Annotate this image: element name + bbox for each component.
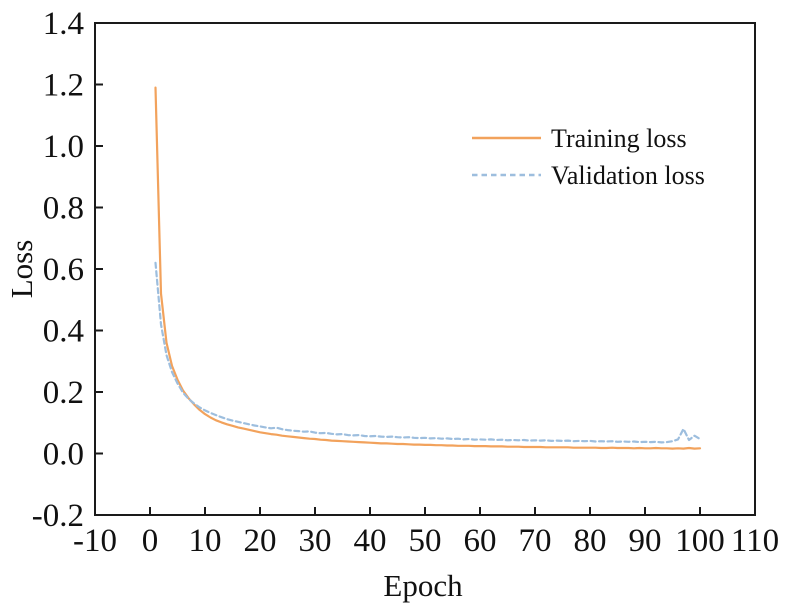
series-line-validation-loss	[154, 261, 702, 444]
legend-item-validation-loss: Validation loss	[472, 161, 705, 190]
x-tick-label: 30	[299, 523, 332, 559]
y-tick-label: -0.2	[32, 498, 84, 534]
x-tick-label: 50	[409, 523, 442, 559]
series-line-training-loss	[154, 86, 702, 450]
x-tick-label: 10	[189, 523, 222, 559]
y-tick-label: 0.0	[43, 437, 84, 473]
x-tick-label: 100	[675, 523, 725, 559]
y-tick-label: 1.2	[43, 68, 84, 104]
y-tick-label: 0.4	[43, 314, 84, 350]
x-tick-label: 0	[142, 523, 159, 559]
axis-tick-labels: -10 0 10 20 30 40 50 60 70 80 90 100 110 -0.2 0.0 0.2 0.…	[32, 6, 779, 559]
y-tick-label: 1.0	[43, 129, 84, 165]
x-tick-label: 110	[731, 523, 779, 559]
y-tick-label: 1.4	[43, 6, 84, 42]
series-lines	[154, 86, 702, 450]
x-axis-label: Epoch	[383, 568, 463, 603]
legend-item-training-loss: Training loss	[472, 124, 687, 153]
y-axis-label: Loss	[4, 240, 39, 299]
x-tick-label: 20	[244, 523, 277, 559]
x-tick-label: 90	[629, 523, 662, 559]
legend-label-training-loss: Training loss	[551, 124, 687, 153]
y-tick-label: 0.6	[43, 252, 84, 288]
y-tick-label: 0.8	[43, 191, 84, 227]
plot-frame	[94, 22, 756, 516]
x-tick-label: -10	[73, 523, 117, 559]
x-tick-label: 80	[574, 523, 607, 559]
x-tick-label: 40	[354, 523, 387, 559]
x-tick-label: 60	[464, 523, 497, 559]
x-tick-label: 70	[519, 523, 552, 559]
axis-ticks	[94, 22, 756, 516]
legend-label-validation-loss: Validation loss	[551, 161, 705, 190]
y-tick-label: 0.2	[43, 375, 84, 411]
legend: Training loss Validation loss	[472, 124, 705, 190]
